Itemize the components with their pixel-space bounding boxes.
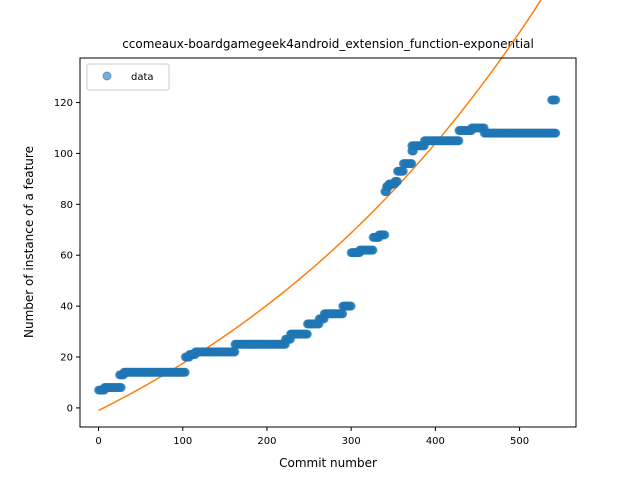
x-tick-label: 300 <box>342 436 361 447</box>
data-point <box>368 245 378 255</box>
legend-entry-data: data <box>131 72 154 83</box>
data-point <box>551 128 561 138</box>
data-points-layer <box>94 95 561 395</box>
x-axis-label: Commit number <box>279 456 377 470</box>
data-point <box>407 159 417 169</box>
data-point <box>302 329 312 339</box>
data-point <box>454 136 464 146</box>
x-tick-label: 500 <box>510 436 529 447</box>
data-point <box>380 230 390 240</box>
x-tick-label: 400 <box>426 436 445 447</box>
y-tick-label: 0 <box>67 403 73 414</box>
y-tick-label: 40 <box>60 302 73 313</box>
y-tick-label: 20 <box>60 353 73 364</box>
fit-line-layer <box>98 0 542 412</box>
y-tick-label: 80 <box>60 200 73 211</box>
x-tick-label: 200 <box>257 436 276 447</box>
x-axis-ticks: 0 100 200 300 400 500 <box>95 427 529 447</box>
data-point <box>346 301 356 311</box>
data-point <box>230 347 240 357</box>
y-tick-label: 60 <box>60 251 73 262</box>
legend-box <box>86 63 170 91</box>
data-point <box>180 367 190 377</box>
data-point <box>392 176 402 186</box>
y-tick-label: 120 <box>54 98 73 109</box>
x-tick-label: 100 <box>173 436 192 447</box>
data-point <box>551 95 561 105</box>
chart-title: ccomeaux-boardgamegeek4android_extension… <box>122 37 534 51</box>
data-point <box>398 166 408 176</box>
plot-frame <box>79 57 577 428</box>
y-tick-label: 100 <box>54 149 73 160</box>
y-axis-ticks: 0 20 40 60 80 100 120 <box>54 98 80 414</box>
y-axis-label: Number of instance of a feature <box>22 146 36 338</box>
legend: data <box>86 63 170 91</box>
fit-line <box>98 0 542 412</box>
legend-marker-data <box>102 71 112 81</box>
x-tick-label: 0 <box>95 436 101 447</box>
data-point <box>338 309 348 319</box>
data-point <box>116 383 126 393</box>
